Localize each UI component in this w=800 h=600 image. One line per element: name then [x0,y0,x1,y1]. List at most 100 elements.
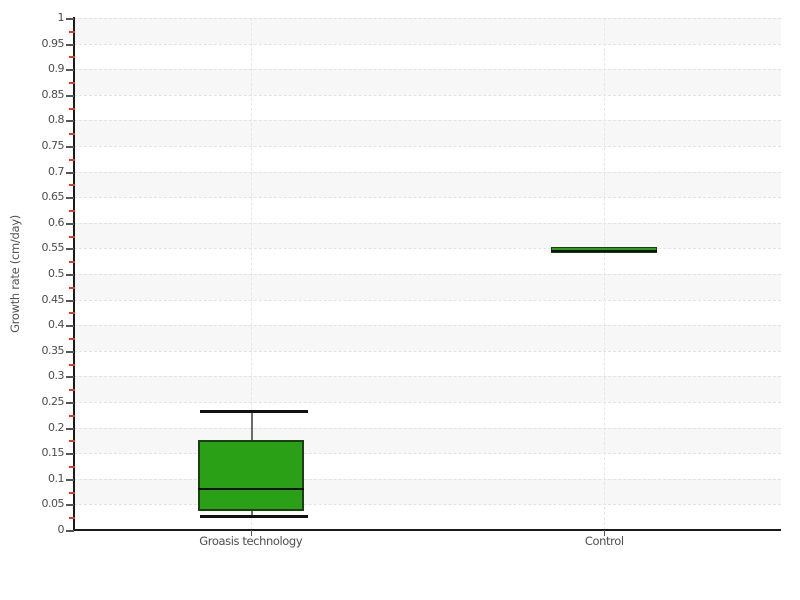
y-tick-label: 0.85 [41,87,65,101]
y-tick-minor [69,184,75,187]
y-tick-minor [69,235,75,238]
y-tick-minor [69,158,75,161]
y-tick-major [66,43,74,46]
gridline-horizontal [74,18,781,19]
y-axis-title: Growth rate (cm/day) [8,215,22,333]
y-tick-label: 0.25 [41,395,65,408]
plot-band [74,120,781,146]
gridline-horizontal [74,427,781,429]
y-tick-major [66,478,74,481]
gridline-horizontal [74,350,781,352]
y-tick-minor [69,82,75,84]
y-tick-major [66,350,74,353]
x-axis-line [73,529,781,531]
y-tick-label: 0.45 [41,292,65,306]
x-tick-label-groasis-technology: Groasis technology [199,534,303,548]
whisker-upper [250,409,253,441]
y-tick-label: 0.2 [48,420,65,434]
y-tick-label: 0 [57,523,65,536]
y-tick-minor [69,286,75,289]
gridline-horizontal [74,120,781,122]
gridline-horizontal [74,299,781,301]
y-tick-label: 0.75 [41,139,65,152]
y-tick-minor [69,210,75,212]
gridline-vertical [604,18,606,530]
y-axis-line [73,17,75,531]
whisker-lower [250,510,253,515]
y-tick-label: 0.35 [41,343,65,357]
gridline-horizontal [74,146,781,147]
y-tick-minor [69,491,75,494]
y-tick-major [66,171,74,174]
y-tick-major [66,325,74,328]
y-tick-major [66,94,74,97]
plot-band [74,171,781,198]
y-tick-label: 0.65 [41,190,65,204]
plot-band [74,222,781,249]
y-tick-major [66,504,74,507]
plot-band [74,274,781,300]
plot-band [74,325,781,351]
gridline-horizontal [74,248,781,250]
y-tick-major [66,530,74,532]
plot-band [74,478,781,505]
x-tick-label-control: Control [584,534,624,548]
y-tick-minor [69,414,75,417]
y-tick-label: 0.5 [48,267,65,280]
y-tick-minor [69,261,75,264]
y-tick-major [66,376,74,379]
y-tick-label: 0.3 [48,369,65,383]
y-tick-minor [69,517,75,520]
gridline-horizontal [74,453,781,455]
gridline-horizontal [74,478,781,480]
gridline-horizontal [74,274,781,275]
y-tick-major [66,18,74,20]
gridline-horizontal [74,222,781,224]
gridline-horizontal [74,171,781,173]
y-tick-minor [69,466,75,468]
gridline-horizontal [74,43,781,45]
y-tick-major [66,402,74,404]
y-tick-major [66,248,74,251]
plot-band [74,427,781,454]
x-tick [604,530,606,536]
gridline-horizontal [74,402,781,403]
y-tick-label: 0.4 [48,318,65,332]
y-tick-major [66,274,74,276]
plot-band [74,69,781,95]
plot-band [74,376,781,402]
y-tick-major [66,222,74,225]
y-tick-label: 1 [57,11,65,24]
gridline-horizontal [74,325,781,327]
y-tick-label: 0.05 [41,497,65,511]
y-tick-minor [69,389,75,392]
gridline-horizontal [74,94,781,96]
y-tick-major [66,427,74,430]
y-tick-major [66,69,74,72]
whisker-cap-lower [199,514,308,518]
median-line [551,249,658,252]
gridline-horizontal [74,69,781,71]
y-tick-major [66,197,74,200]
gridline-horizontal [74,376,781,378]
y-tick-minor [69,30,75,33]
y-tick-minor [69,56,75,59]
x-tick [250,530,252,536]
median-line [197,488,304,491]
y-tick-label: 0.6 [48,215,65,229]
y-tick-major [66,299,74,302]
y-tick-label: 0.7 [48,164,65,178]
y-tick-minor [69,363,75,366]
y-tick-minor [69,107,75,110]
y-tick-minor [69,312,75,315]
box-groasis-technology [197,440,304,511]
y-tick-major [66,146,74,148]
gridline-vertical [250,18,252,530]
y-tick-label: 0.1 [48,471,65,485]
y-tick-minor [69,133,75,136]
whisker-cap-upper [199,409,308,413]
y-tick-label: 0.8 [48,113,65,127]
y-tick-label: 0.15 [41,446,65,460]
y-tick-minor [69,440,75,443]
